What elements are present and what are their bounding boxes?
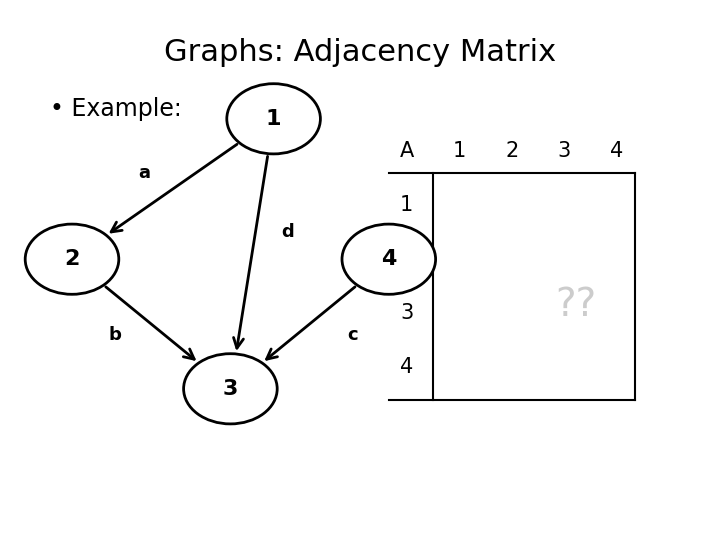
Text: c: c <box>348 326 358 344</box>
Text: d: d <box>282 223 294 241</box>
Text: 1: 1 <box>453 141 466 161</box>
Text: 2: 2 <box>64 249 80 269</box>
Text: 1: 1 <box>266 109 282 129</box>
Text: Graphs: Adjacency Matrix: Graphs: Adjacency Matrix <box>164 38 556 67</box>
Text: 2: 2 <box>505 141 518 161</box>
Text: 4: 4 <box>381 249 397 269</box>
Text: 3: 3 <box>558 141 571 161</box>
Text: 2: 2 <box>400 249 413 269</box>
Text: ??: ?? <box>555 286 597 324</box>
Text: 4: 4 <box>400 357 413 377</box>
Text: • Example:: • Example: <box>50 97 182 121</box>
Circle shape <box>342 224 436 294</box>
Text: 3: 3 <box>222 379 238 399</box>
Circle shape <box>25 224 119 294</box>
Text: b: b <box>109 326 122 344</box>
Circle shape <box>227 84 320 154</box>
Text: 4: 4 <box>611 141 624 161</box>
Text: a: a <box>138 164 150 182</box>
Text: A: A <box>400 141 414 161</box>
Text: 1: 1 <box>400 195 413 215</box>
Text: 3: 3 <box>400 303 413 323</box>
Circle shape <box>184 354 277 424</box>
